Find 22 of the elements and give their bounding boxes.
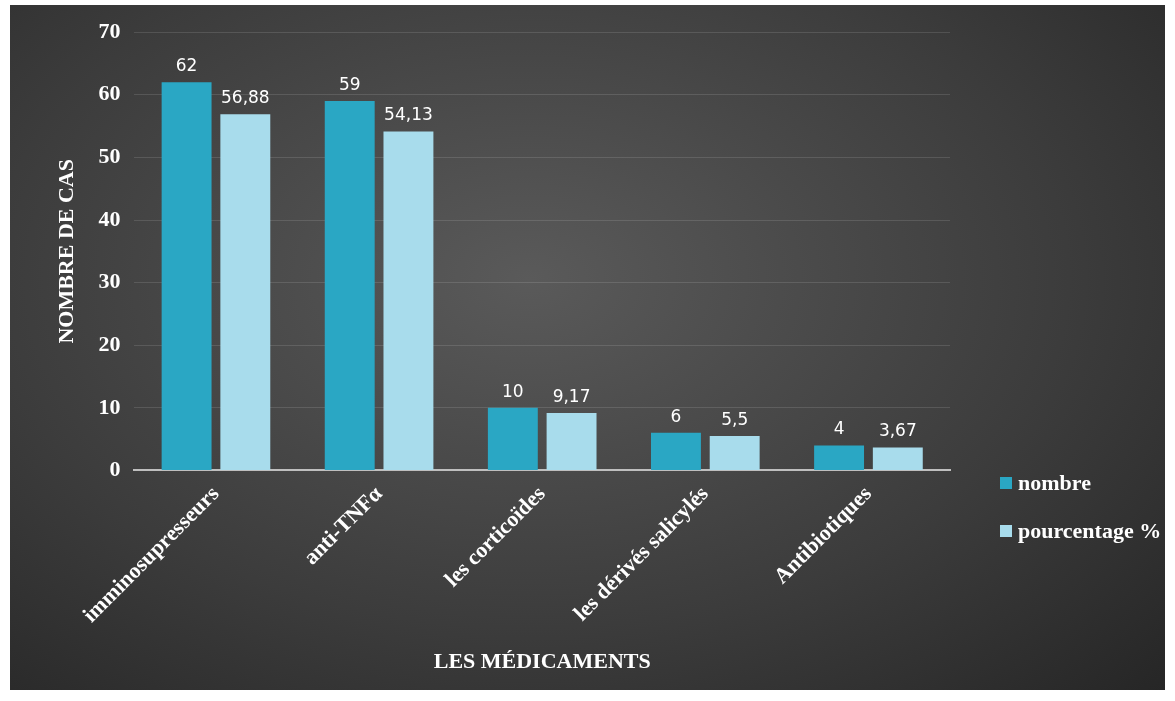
data-label: 62: [175, 55, 198, 76]
data-label: 56,88: [220, 87, 270, 108]
y-tick-label: 10: [98, 393, 121, 419]
x-axis-title: LES MÉDICAMENTS: [433, 648, 651, 674]
data-label: 5,5: [721, 408, 749, 429]
data-label: 54,13: [384, 104, 433, 125]
data-label: 9,17: [552, 385, 591, 406]
legend-label: nombre: [1018, 470, 1091, 496]
data-label: 4: [833, 418, 845, 439]
y-tick-label: 0: [109, 456, 121, 482]
legend-label: pourcentage %: [1018, 518, 1162, 544]
y-tick-label: 30: [98, 268, 121, 294]
y-tick-label: 50: [98, 143, 121, 169]
data-label: 3,67: [878, 420, 917, 441]
data-label: 10: [502, 380, 524, 401]
y-tick-label: 40: [98, 205, 121, 231]
y-tick-label: 70: [98, 17, 121, 43]
data-label: 59: [338, 73, 361, 94]
y-tick-label: 60: [98, 80, 121, 106]
y-axis-title: NOMBRE DE CAS: [52, 159, 78, 344]
y-tick-label: 20: [98, 330, 121, 356]
data-label: 6: [670, 405, 682, 426]
